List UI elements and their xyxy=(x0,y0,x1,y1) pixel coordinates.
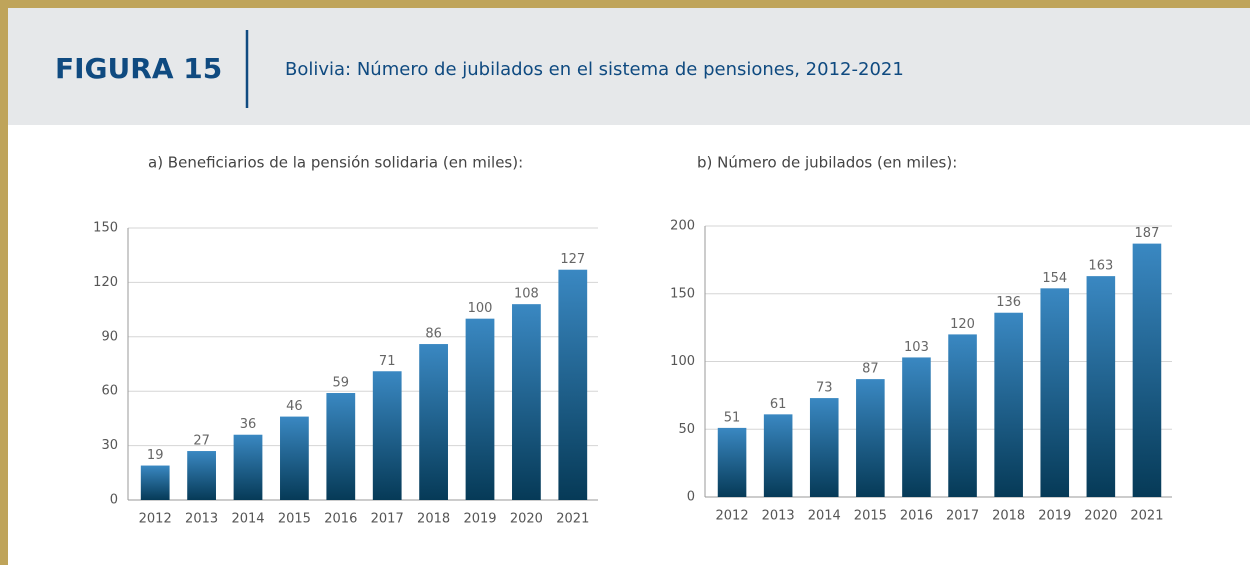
x-tick-label: 2019 xyxy=(463,512,496,527)
x-tick-label: 2018 xyxy=(417,512,450,527)
bar xyxy=(1086,276,1116,497)
bar xyxy=(187,451,216,500)
y-tick-label: 100 xyxy=(670,354,695,369)
value-label: 61 xyxy=(770,397,787,412)
value-label: 108 xyxy=(514,287,539,302)
y-tick-label: 120 xyxy=(93,275,118,290)
figure-title: Bolivia: Número de jubilados en el siste… xyxy=(285,59,904,80)
x-tick-label: 2018 xyxy=(992,509,1025,524)
bar xyxy=(558,269,588,500)
value-label: 87 xyxy=(862,362,879,377)
bar xyxy=(809,398,839,497)
y-tick-label: 150 xyxy=(670,286,695,301)
bar xyxy=(465,318,495,500)
bar xyxy=(512,304,541,500)
x-tick-label: 2021 xyxy=(1130,509,1163,524)
y-tick-label: 200 xyxy=(670,219,695,234)
y-tick-label: 60 xyxy=(101,384,118,399)
value-label: 59 xyxy=(333,376,350,391)
value-label: 127 xyxy=(560,252,585,267)
x-tick-label: 2016 xyxy=(324,512,357,527)
value-label: 136 xyxy=(996,295,1021,310)
value-label: 27 xyxy=(193,434,210,449)
x-tick-label: 2012 xyxy=(716,509,749,524)
x-tick-label: 2017 xyxy=(946,509,979,524)
bar xyxy=(717,427,747,497)
x-tick-label: 2020 xyxy=(1084,509,1117,524)
x-tick-label: 2021 xyxy=(556,512,589,527)
x-tick-label: 2015 xyxy=(854,509,887,524)
value-label: 46 xyxy=(286,399,303,414)
y-tick-label: 30 xyxy=(101,438,118,453)
bar xyxy=(856,379,885,497)
bar xyxy=(419,344,448,500)
top-border xyxy=(0,0,1250,8)
bar xyxy=(280,416,309,500)
bar xyxy=(1132,243,1162,497)
x-tick-label: 2017 xyxy=(371,512,404,527)
x-tick-label: 2014 xyxy=(231,512,264,527)
x-tick-label: 2013 xyxy=(762,509,795,524)
x-tick-label: 2014 xyxy=(808,509,841,524)
value-label: 103 xyxy=(904,340,929,355)
bar xyxy=(233,434,263,500)
x-tick-label: 2020 xyxy=(510,512,543,527)
value-label: 100 xyxy=(468,301,493,316)
y-tick-label: 90 xyxy=(101,329,118,344)
value-label: 71 xyxy=(379,354,396,369)
bar xyxy=(326,393,356,500)
x-tick-label: 2013 xyxy=(185,512,218,527)
bar xyxy=(1040,288,1070,497)
bar xyxy=(902,357,931,497)
value-label: 19 xyxy=(147,448,164,463)
x-tick-label: 2016 xyxy=(900,509,933,524)
y-tick-label: 50 xyxy=(678,422,695,437)
bar xyxy=(763,414,793,497)
header-band xyxy=(8,8,1250,125)
bar xyxy=(948,334,977,497)
figure-label: FIGURA 15 xyxy=(55,52,222,85)
y-tick-label: 0 xyxy=(687,490,695,505)
value-label: 51 xyxy=(724,410,741,425)
chart-subtitle: a) Beneficiarios de la pensión solidaria… xyxy=(148,154,523,172)
x-tick-label: 2019 xyxy=(1038,509,1071,524)
value-label: 120 xyxy=(950,317,975,332)
value-label: 73 xyxy=(816,381,833,396)
y-tick-label: 150 xyxy=(93,221,118,236)
x-tick-label: 2015 xyxy=(278,512,311,527)
chart-subtitle: b) Número de jubilados (en miles): xyxy=(697,154,957,172)
value-label: 36 xyxy=(240,417,257,432)
value-label: 187 xyxy=(1135,226,1160,241)
y-tick-label: 0 xyxy=(110,493,118,508)
value-label: 163 xyxy=(1088,259,1113,274)
value-label: 154 xyxy=(1042,271,1067,286)
bar xyxy=(994,312,1023,497)
bar xyxy=(372,371,402,500)
bar xyxy=(140,465,170,500)
value-label: 86 xyxy=(425,327,442,342)
left-border xyxy=(0,0,8,565)
x-tick-label: 2012 xyxy=(139,512,172,527)
